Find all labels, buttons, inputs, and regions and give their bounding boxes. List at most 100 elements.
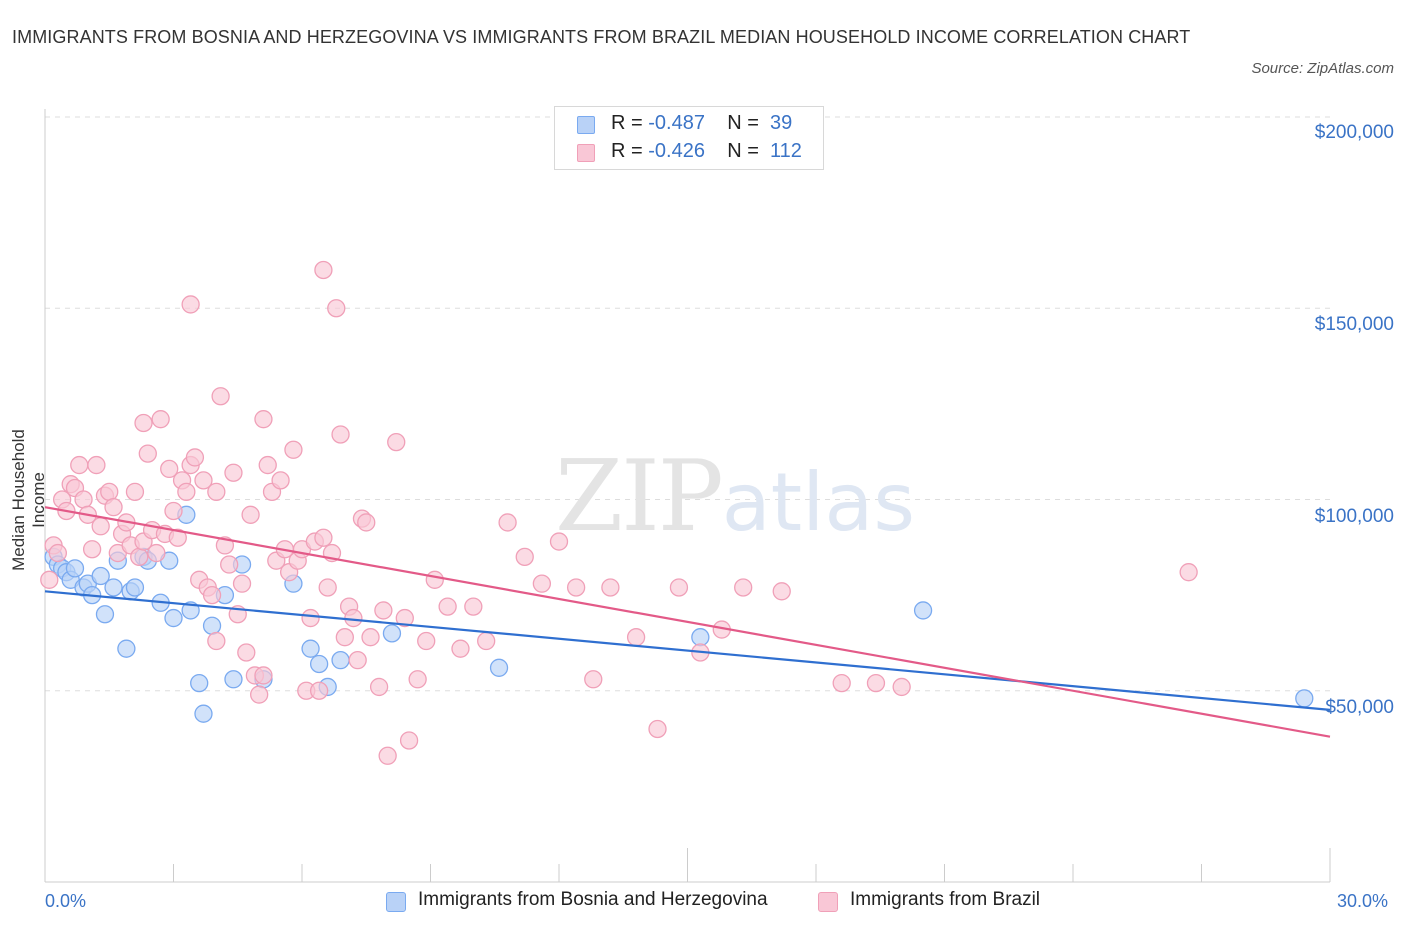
stats-legend: R = -0.487 N = 39 R = -0.426 N = 112: [554, 106, 824, 170]
bosnia-n-label: N =: [727, 112, 765, 134]
brazil-point-15: [104, 497, 123, 517]
legend-bosnia-label: Immigrants from Bosnia and Herzegovina: [418, 889, 768, 910]
y-tick-label-150000: $150,000: [1314, 314, 1394, 335]
x-tick-label-min: 0.0%: [45, 891, 87, 911]
brazil-point-109: [314, 260, 333, 280]
brazil-point-63: [309, 681, 329, 700]
bosnia-point-23: [190, 673, 209, 693]
chart-title: IMMIGRANTS FROM BOSNIA AND HERZEGOVINA V…: [12, 27, 1191, 47]
brazil-point-26: [151, 410, 170, 429]
brazil-point-107: [134, 413, 153, 433]
brazil-point-69: [335, 628, 354, 647]
brazil-point-28: [160, 459, 179, 479]
bosnia-point-25: [202, 616, 222, 635]
brazil-point-14: [100, 482, 119, 502]
brazil-point-82: [408, 670, 427, 689]
brazil-point-85: [438, 597, 457, 616]
bosnia-n-value: 39: [770, 112, 793, 134]
brazil-point-105: [892, 677, 911, 697]
bosnia-point-10: [95, 605, 115, 624]
bosnia-point-37: [691, 628, 710, 647]
brazil-point-57: [284, 440, 303, 459]
brazil-point-77: [374, 601, 393, 620]
brazil-point-64: [314, 528, 333, 547]
brazil-r-value: -0.426: [648, 140, 705, 162]
brazil-point-102: [772, 582, 791, 601]
brazil-point-20: [125, 482, 145, 502]
y-axis-label: Median Household Income: [9, 429, 48, 571]
brazil-point-90: [515, 547, 534, 567]
brazil-point-29: [164, 501, 183, 521]
brazil-point-97: [648, 719, 667, 739]
brazil-point-72: [348, 651, 367, 670]
brazil-point-43: [224, 463, 243, 482]
bosnia-point-34: [331, 651, 350, 670]
legend-bosnia-swatch-icon: [386, 892, 406, 912]
bosnia-point-9: [91, 566, 110, 586]
brazil-point-46: [237, 643, 256, 662]
brazil-point-54: [271, 471, 290, 490]
bosnia-point-20: [164, 608, 183, 628]
brazil-point-23: [138, 444, 157, 463]
legend-brazil-label: Immigrants from Brazil: [850, 889, 1041, 910]
brazil-point-111: [207, 631, 226, 651]
brazil-point-96: [626, 628, 646, 647]
bosnia-point-27: [224, 670, 243, 689]
brazil-point-98: [669, 578, 689, 597]
brazil-point-2: [48, 543, 67, 563]
brazil-point-103: [832, 673, 851, 693]
bosnia-point-36: [489, 658, 509, 677]
bosnia-r-label: R =: [611, 112, 649, 134]
brazil-point-75: [361, 628, 380, 647]
brazil-point-40: [211, 387, 230, 406]
brazil-point-108: [181, 295, 200, 314]
brazil-point-51: [258, 455, 277, 475]
bosnia-point-32: [309, 654, 329, 674]
brazil-point-7: [70, 455, 89, 475]
watermark-atlas: atlas: [721, 456, 916, 549]
brazil-point-94: [584, 670, 603, 689]
brazil-point-45: [232, 574, 252, 593]
brazil-point-30: [168, 528, 187, 547]
bosnia-point-24: [194, 704, 213, 723]
y-tick-label-200000: $200,000: [1314, 122, 1394, 143]
brazil-point-11: [87, 455, 106, 475]
bosnia-point-11: [104, 578, 123, 597]
y-tick-label-50000: $50,000: [1325, 697, 1394, 718]
brazil-point-49: [250, 685, 269, 704]
brazil-point-101: [734, 578, 753, 597]
brazil-point-38: [202, 585, 222, 605]
brazil-point-34: [185, 448, 205, 467]
brazil-point-80: [395, 608, 414, 628]
brazil-point-79: [387, 432, 406, 452]
brazil-point-74: [357, 513, 376, 532]
brazil-point-0: [40, 570, 59, 589]
bosnia-point-38: [913, 601, 933, 620]
brazil-point-104: [866, 673, 886, 693]
y-tick-label-100000: $100,000: [1314, 506, 1394, 527]
brazil-point-91: [532, 574, 552, 593]
brazil-point-67: [327, 299, 346, 318]
brazil-point-93: [566, 578, 586, 597]
bosnia-point-5: [65, 559, 85, 578]
brazil-swatch-icon: [577, 144, 595, 162]
brazil-point-12: [91, 517, 110, 536]
watermark: ZIPatlas: [555, 440, 915, 554]
brazil-point-87: [464, 597, 483, 616]
brazil-point-78: [378, 746, 397, 765]
brazil-point-42: [220, 555, 239, 574]
bosnia-swatch-icon: [577, 116, 595, 134]
brazil-point-10: [82, 540, 102, 559]
brazil-point-106: [1179, 563, 1198, 582]
brazil-point-32: [177, 482, 196, 502]
data-points: [40, 260, 1314, 765]
brazil-point-86: [451, 639, 470, 658]
brazil-point-39: [207, 482, 226, 502]
brazil-point-88: [477, 631, 496, 651]
brazil-point-83: [417, 631, 436, 651]
brazil-point-8: [74, 490, 93, 509]
brazil-r-label: R =: [611, 140, 649, 162]
brazil-point-25: [147, 543, 166, 563]
bosnia-point-31: [301, 639, 320, 658]
